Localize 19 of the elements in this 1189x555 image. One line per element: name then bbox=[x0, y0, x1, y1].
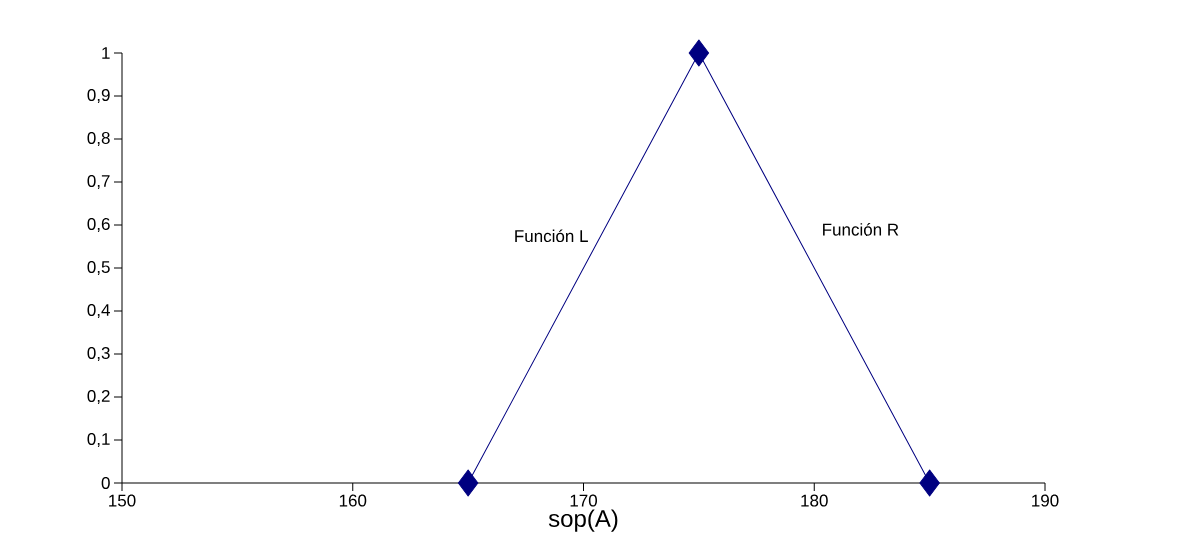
y-tick-label: 0,1 bbox=[87, 432, 110, 448]
y-tick-label: 1 bbox=[102, 47, 110, 59]
x-tick-label: 180 bbox=[801, 494, 828, 507]
y-tick-label: 0,4 bbox=[87, 303, 110, 319]
x-axis-title: sop(A) bbox=[548, 509, 618, 532]
annotation: Función L bbox=[515, 229, 588, 243]
x-tick-label: 150 bbox=[109, 494, 136, 507]
y-tick-label: 0,9 bbox=[87, 88, 110, 104]
y-tick-label: 0,2 bbox=[87, 389, 110, 405]
annotation: Función R bbox=[823, 222, 899, 236]
x-tick-label: 170 bbox=[570, 494, 598, 507]
y-tick-label: 0,3 bbox=[87, 346, 110, 362]
y-tick-label: 0,8 bbox=[87, 131, 110, 147]
y-tick-label: 0,7 bbox=[87, 174, 110, 190]
x-tick-label: 160 bbox=[339, 494, 367, 507]
y-tick-label: 0,5 bbox=[87, 260, 110, 276]
y-tick-label: 0 bbox=[101, 476, 110, 490]
y-tick-label: 0,6 bbox=[87, 217, 110, 233]
x-tick-label: 190 bbox=[1032, 494, 1059, 507]
